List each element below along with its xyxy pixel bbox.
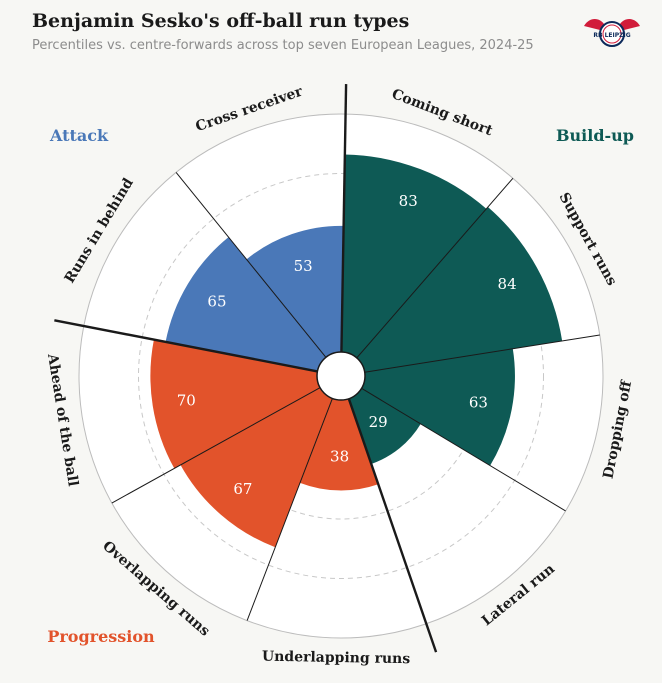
value-label: 83 bbox=[399, 192, 418, 210]
chart-title: Benjamin Sesko's off-ball run types bbox=[32, 10, 410, 32]
sector-separator bbox=[246, 398, 333, 621]
bars-layer bbox=[150, 154, 563, 548]
outer-ring bbox=[78, 113, 604, 639]
separators-layer bbox=[54, 84, 600, 653]
bar-lateral-run bbox=[348, 388, 421, 464]
group-divider bbox=[347, 398, 438, 653]
sector-background bbox=[247, 398, 427, 638]
center-hole bbox=[316, 351, 366, 401]
group-divider bbox=[54, 319, 318, 373]
group-label-progression: Progression bbox=[47, 627, 155, 646]
value-label: 63 bbox=[469, 394, 488, 412]
sector-separator bbox=[175, 172, 327, 358]
sector-background bbox=[348, 388, 566, 624]
value-label: 65 bbox=[207, 292, 226, 310]
bar-overlapping-runs bbox=[180, 387, 333, 548]
value-label: 53 bbox=[294, 257, 313, 275]
sector-separator bbox=[364, 334, 600, 373]
bull-logo-icon: RB LEIPZIG bbox=[584, 19, 640, 47]
sector-separator bbox=[111, 387, 321, 504]
value-label: 38 bbox=[330, 447, 349, 465]
bar-underlapping-runs bbox=[299, 398, 379, 491]
gridline-circle bbox=[138, 173, 544, 579]
bar-dropping-off bbox=[361, 348, 515, 466]
group-label-attack: Attack bbox=[49, 126, 109, 145]
logo-text: RB LEIPZIG bbox=[593, 32, 630, 39]
value-label: 70 bbox=[177, 391, 196, 409]
bar-ahead-of-the-ball bbox=[150, 339, 321, 469]
category-label: Ahead of the ball bbox=[44, 352, 81, 488]
bar-cross-receiver bbox=[246, 225, 344, 358]
category-label: Underlapping runs bbox=[262, 649, 411, 668]
category-label: Dropping off bbox=[600, 378, 635, 480]
bar-runs-in-behind bbox=[165, 237, 326, 372]
value-label: 84 bbox=[498, 275, 517, 293]
bar-support-runs bbox=[356, 207, 563, 373]
sector-separator bbox=[356, 177, 514, 359]
group-label-build-up: Build-up bbox=[556, 126, 634, 145]
chart-subtitle: Percentiles vs. centre-forwards across t… bbox=[32, 38, 534, 53]
bar-coming-short bbox=[341, 154, 487, 358]
value-label: 67 bbox=[233, 480, 252, 498]
group-divider bbox=[340, 84, 348, 353]
value-label: 29 bbox=[369, 413, 388, 431]
sector-separator bbox=[361, 387, 566, 512]
rb-leipzig-logo: RB LEIPZIG bbox=[580, 12, 644, 56]
